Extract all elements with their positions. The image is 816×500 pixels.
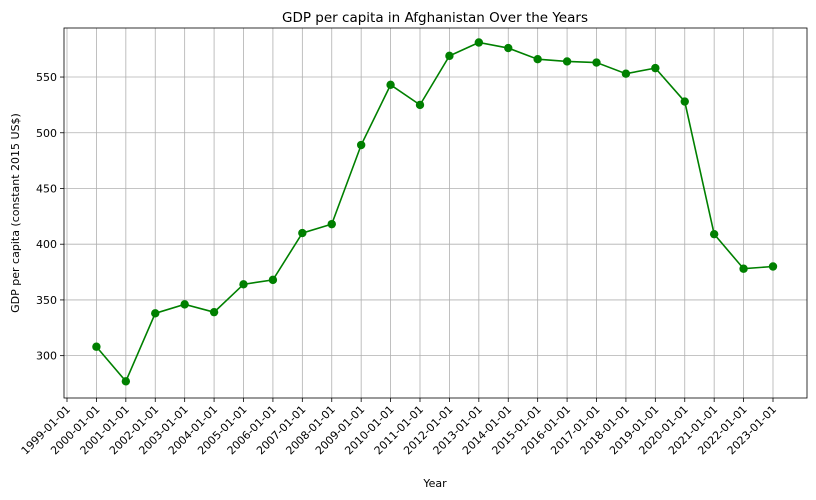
data-point bbox=[239, 280, 248, 289]
data-point bbox=[298, 228, 307, 238]
data-point bbox=[356, 140, 366, 150]
data-point bbox=[621, 69, 631, 78]
series-line bbox=[95, 41, 774, 383]
data-point bbox=[327, 219, 336, 229]
y-tick-label: 500 bbox=[36, 127, 57, 140]
data-point bbox=[474, 38, 484, 47]
plot-frame bbox=[63, 27, 808, 399]
data-point bbox=[268, 275, 278, 285]
y-axis-label: GDP per capita (constant 2015 US$) bbox=[9, 113, 22, 313]
data-point bbox=[209, 307, 219, 317]
y-tick-label: 450 bbox=[36, 182, 57, 195]
data-point bbox=[533, 55, 542, 64]
data-point bbox=[562, 57, 572, 66]
data-point bbox=[768, 262, 778, 271]
y-tick-label: 300 bbox=[36, 350, 57, 363]
data-point bbox=[504, 43, 513, 53]
y-tick-label: 550 bbox=[36, 71, 57, 84]
data-point bbox=[592, 58, 601, 67]
chart-title: GDP per capita in Afghanistan Over the Y… bbox=[282, 10, 588, 26]
data-point bbox=[739, 264, 748, 273]
x-axis-label: Year bbox=[422, 477, 447, 490]
y-axis: 300 350 400 450 500 550 bbox=[36, 71, 64, 363]
data-point bbox=[180, 300, 189, 309]
y-tick-label: 400 bbox=[36, 238, 57, 251]
data-point bbox=[121, 377, 131, 386]
series-group bbox=[92, 38, 778, 386]
grid bbox=[64, 28, 807, 398]
data-point bbox=[415, 100, 425, 110]
data-point bbox=[151, 309, 160, 318]
data-point bbox=[651, 63, 660, 73]
data-point bbox=[92, 342, 101, 351]
data-point bbox=[386, 80, 395, 90]
data-point bbox=[709, 229, 719, 239]
data-point bbox=[445, 51, 454, 61]
data-point bbox=[680, 97, 689, 106]
x-axis: 1999-01-012000-01-012001-01-012002-01-01… bbox=[19, 398, 779, 457]
y-tick-label: 350 bbox=[36, 294, 57, 307]
